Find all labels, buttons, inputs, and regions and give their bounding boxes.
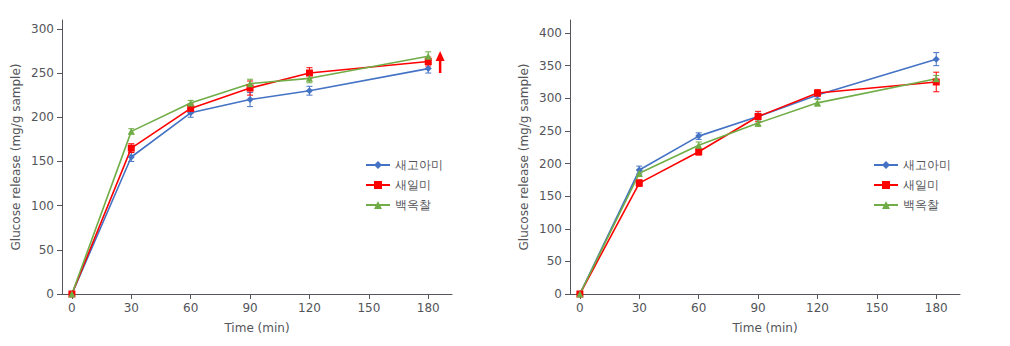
svg-text:100: 100 <box>31 199 54 213</box>
svg-text:200: 200 <box>539 157 562 171</box>
svg-text:350: 350 <box>539 59 562 73</box>
svg-text:새고아미: 새고아미 <box>395 158 443 172</box>
svg-text:0: 0 <box>554 287 562 301</box>
svg-text:90: 90 <box>750 301 765 315</box>
svg-text:120: 120 <box>806 301 829 315</box>
svg-text:Time (min): Time (min) <box>731 321 797 335</box>
svg-text:200: 200 <box>31 110 54 124</box>
svg-text:0: 0 <box>68 301 76 315</box>
svg-text:Glucose release (mg/g sample): Glucose release (mg/g sample) <box>9 64 23 251</box>
svg-text:150: 150 <box>865 301 888 315</box>
svg-text:백옥찰: 백옥찰 <box>903 198 939 212</box>
svg-text:60: 60 <box>691 301 706 315</box>
svg-text:0: 0 <box>576 301 584 315</box>
svg-text:250: 250 <box>539 124 562 138</box>
svg-text:150: 150 <box>539 189 562 203</box>
svg-text:300: 300 <box>31 22 54 36</box>
svg-text:180: 180 <box>925 301 948 315</box>
svg-text:50: 50 <box>39 243 54 257</box>
svg-text:30: 30 <box>632 301 647 315</box>
svg-text:새일미: 새일미 <box>903 178 939 192</box>
svg-text:50: 50 <box>547 254 562 268</box>
svg-text:새일미: 새일미 <box>395 178 431 192</box>
svg-text:60: 60 <box>183 301 198 315</box>
svg-text:Time (min): Time (min) <box>223 321 289 335</box>
svg-text:새고아미: 새고아미 <box>903 158 951 172</box>
svg-text:100: 100 <box>539 222 562 236</box>
svg-text:120: 120 <box>298 301 321 315</box>
svg-text:백옥찰: 백옥찰 <box>395 198 431 212</box>
svg-text:150: 150 <box>31 154 54 168</box>
svg-text:250: 250 <box>31 66 54 80</box>
svg-text:150: 150 <box>357 301 380 315</box>
svg-text:400: 400 <box>539 26 562 40</box>
svg-text:Glucose release (mg/g sample): Glucose release (mg/g sample) <box>517 64 531 251</box>
svg-text:90: 90 <box>242 301 257 315</box>
svg-text:0: 0 <box>46 287 54 301</box>
svg-text:180: 180 <box>417 301 440 315</box>
svg-text:300: 300 <box>539 91 562 105</box>
svg-text:30: 30 <box>124 301 139 315</box>
